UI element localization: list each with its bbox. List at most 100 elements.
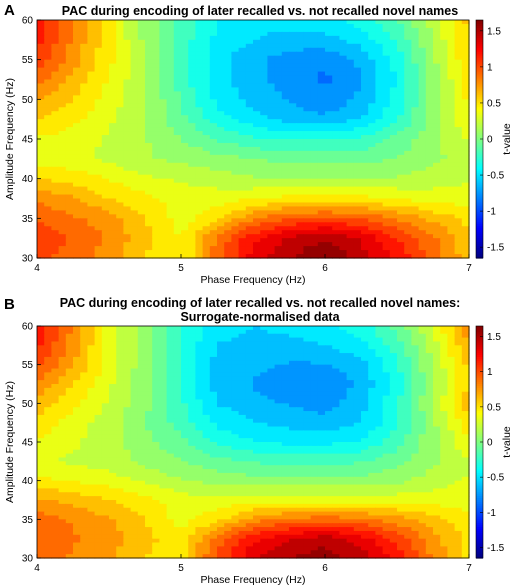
heatmap-cell	[58, 387, 67, 393]
heatmap-cell	[339, 166, 348, 172]
heatmap-cell	[173, 345, 182, 350]
heatmap-cell	[238, 206, 247, 211]
heatmap-cell	[411, 91, 420, 96]
heatmap-cell	[375, 154, 384, 160]
heatmap-cell	[166, 399, 175, 404]
heatmap-cell	[353, 360, 362, 366]
heatmap-cell	[173, 150, 182, 156]
heatmap-cell	[346, 91, 355, 96]
heatmap-cell	[447, 154, 456, 160]
colorbar-segment	[476, 182, 483, 186]
heatmap-cell	[433, 329, 441, 335]
heatmap-cell	[224, 391, 232, 397]
heatmap-cell	[260, 326, 268, 331]
heatmap-cell	[101, 158, 110, 164]
heatmap-cell	[152, 403, 160, 408]
heatmap-cell	[253, 31, 261, 37]
heatmap-cell	[267, 222, 276, 227]
heatmap-cell	[404, 190, 412, 196]
heatmap-cell	[238, 71, 247, 77]
heatmap-cell	[188, 194, 196, 200]
heatmap-cell	[382, 329, 391, 335]
heatmap-cell	[58, 158, 67, 164]
heatmap-cell	[332, 67, 340, 73]
heatmap-cell	[37, 368, 45, 373]
heatmap-cell	[440, 250, 448, 255]
heatmap-cell	[411, 230, 420, 235]
heatmap-cell	[209, 154, 218, 160]
heatmap-cell	[231, 250, 240, 255]
heatmap-cell	[231, 55, 240, 61]
heatmap-cell	[152, 150, 160, 156]
heatmap-cell	[418, 139, 427, 144]
heatmap-cell	[166, 31, 175, 37]
heatmap-cell	[109, 391, 117, 397]
heatmap-cell	[44, 31, 52, 37]
colorbar-segment	[476, 105, 483, 108]
heatmap-cell	[433, 391, 441, 397]
colorbar-segment	[476, 188, 483, 192]
heatmap-cell	[94, 254, 103, 259]
heatmap-cell	[202, 115, 211, 120]
heatmap-cell	[166, 142, 175, 148]
heatmap-cell	[440, 35, 448, 41]
heatmap-cell	[51, 146, 60, 152]
heatmap-cell	[51, 337, 60, 343]
heatmap-cell	[425, 345, 434, 350]
heatmap-cell	[368, 158, 376, 164]
heatmap-cell	[209, 43, 218, 49]
heatmap-cell	[238, 202, 247, 208]
heatmap-cell	[447, 198, 456, 204]
heatmap-cell	[217, 376, 225, 381]
heatmap-cell	[382, 218, 391, 223]
heatmap-cell	[181, 341, 189, 346]
heatmap-cell	[339, 186, 348, 192]
heatmap-cell	[65, 384, 74, 389]
heatmap-cell	[274, 372, 283, 377]
heatmap-cell	[418, 158, 427, 164]
heatmap-cell	[389, 360, 398, 366]
heatmap-cell	[130, 194, 139, 200]
heatmap-cell	[375, 341, 384, 346]
heatmap-cell	[101, 380, 110, 385]
heatmap-cell	[137, 166, 146, 172]
heatmap-cell	[281, 341, 290, 346]
heatmap-cell	[209, 103, 218, 108]
heatmap-cell	[152, 31, 160, 37]
heatmap-cell	[245, 238, 254, 243]
heatmap-cell	[195, 123, 204, 128]
heatmap-cell	[87, 91, 96, 96]
heatmap-cell	[51, 71, 60, 77]
heatmap-cell	[116, 107, 124, 112]
heatmap-cell	[332, 360, 340, 366]
heatmap-cell	[339, 131, 348, 136]
heatmap-cell	[303, 99, 312, 104]
heatmap-cell	[44, 35, 52, 41]
heatmap-cell	[152, 170, 160, 176]
heatmap-cell	[101, 79, 110, 85]
heatmap-cell	[166, 115, 175, 120]
heatmap-cell	[325, 111, 333, 116]
heatmap-cell	[58, 146, 67, 152]
colorbar-segment	[476, 224, 483, 227]
heatmap-cell	[166, 23, 175, 29]
heatmap-cell	[145, 71, 153, 77]
heatmap-cell	[317, 83, 326, 89]
heatmap-cell	[440, 226, 448, 231]
heatmap-cell	[209, 111, 218, 116]
heatmap-cell	[461, 194, 470, 200]
heatmap-cell	[375, 356, 384, 362]
heatmap-cell	[296, 23, 304, 29]
heatmap-cell	[346, 170, 355, 176]
heatmap-cell	[65, 35, 74, 41]
heatmap-cell	[44, 47, 52, 53]
heatmap-cell	[130, 360, 139, 366]
heatmap-cell	[397, 87, 405, 92]
heatmap-cell	[389, 39, 398, 45]
heatmap-cell	[375, 23, 384, 29]
heatmap-cell	[51, 387, 60, 393]
heatmap-cell	[245, 380, 254, 385]
heatmap-cell	[361, 194, 369, 200]
heatmap-cell	[123, 31, 132, 37]
heatmap-cell	[238, 139, 247, 144]
